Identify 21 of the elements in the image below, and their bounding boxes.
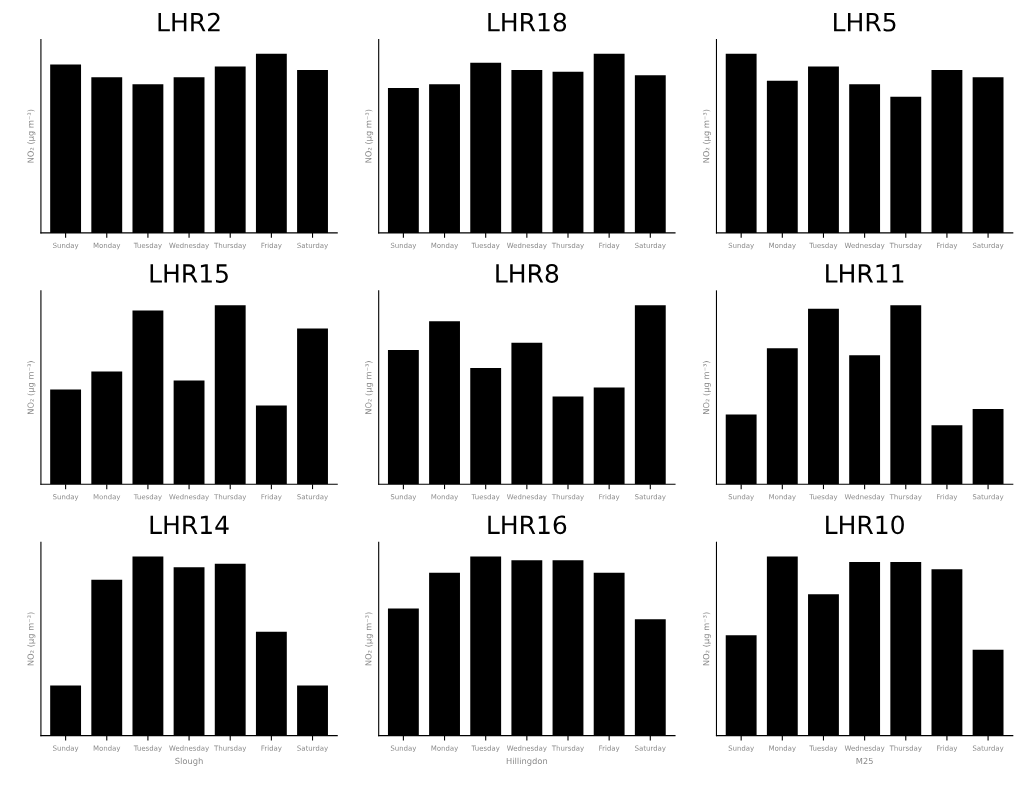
chart-title: LHR15 [150,264,228,283]
y-axis-title: NO₂ (μg m⁻³) [702,109,711,163]
y-axis-title: NO₂ (μg m⁻³) [365,109,374,163]
y-axis-title: NO₂ (μg m⁻³) [702,361,711,414]
y-axis-title: NO₂ (μg m⁻³) [27,361,36,414]
chart-title: LHR2 [158,12,220,32]
x-axis-title: Slough [175,757,203,766]
y-axis-title: NO₂ (μg m⁻³) [365,361,374,414]
y-axis-title: NO₂ (μg m⁻³) [27,612,36,666]
chart-title: LHR14 [150,515,229,534]
x-axis-title: Hillingdon [506,757,548,766]
chart-title: LHR16 [488,515,567,535]
x-axis-title: M25 [856,757,873,765]
chart-title: LHR8 [496,264,559,283]
chart-title: LHR11 [826,264,904,283]
chart-title: LHR18 [488,12,567,32]
y-axis-title: NO₂ (μg m⁻³) [365,612,374,666]
chart-title: LHR5 [834,12,896,32]
chart-title: LHR10 [826,515,904,535]
y-axis-title: NO₂ (μg m⁻³) [27,109,36,163]
y-axis-title: NO₂ (μg m⁻³) [702,612,711,666]
